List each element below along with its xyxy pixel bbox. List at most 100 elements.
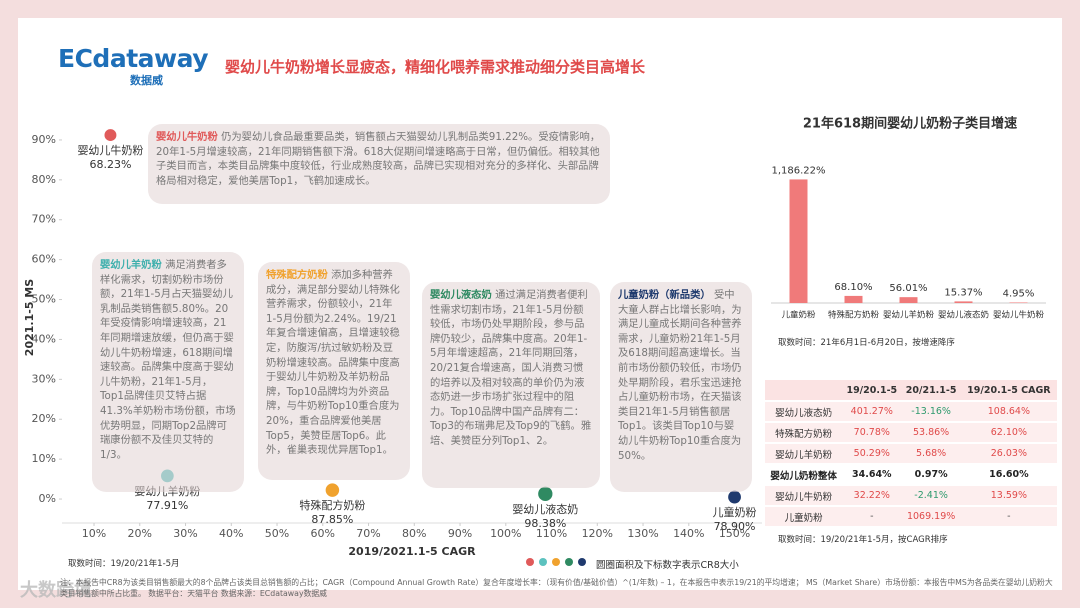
table-row: 儿童奶粉 -1069.19% - xyxy=(765,507,1057,526)
y-tick-label: 20% xyxy=(32,412,56,425)
x-tick-label: 150% xyxy=(719,527,750,540)
y-tick-label: 40% xyxy=(32,332,56,345)
text-box: 婴幼儿羊奶粉 满足消费者多样化需求，切割奶粉市场份额，21年1-5月占天猫婴幼儿… xyxy=(92,252,244,492)
text-box: 特殊配方奶粉 添加多种营养成分，满足部分婴幼儿特殊化营养需求，份额较小，21年1… xyxy=(258,262,410,480)
x-tick-label: 70% xyxy=(356,527,380,540)
bar-category: 儿童奶粉 xyxy=(781,310,816,321)
table-cell: 5.68% xyxy=(901,444,961,463)
table-cell: 婴幼儿奶粉整体 xyxy=(765,465,843,484)
x-tick-label: 60% xyxy=(311,527,335,540)
y-tick-label: 90% xyxy=(32,133,56,146)
box-body: 满足消费者多样化需求，切割奶粉市场份额，21年1-5月占天猫婴幼儿乳制品类销售额… xyxy=(100,259,236,461)
bar xyxy=(844,295,863,303)
table-cell: - xyxy=(842,507,902,526)
y-tick-label: 70% xyxy=(32,213,56,226)
column-header: 19/20.1-5 CAGR xyxy=(960,380,1057,400)
bubble-name: 婴幼儿液态奶 xyxy=(512,502,578,516)
column-header: 20/21.1-5 xyxy=(901,380,961,400)
headline: 婴幼儿牛奶粉增长显疲态，精细化喂养需求推动细分类目高增长 xyxy=(225,58,646,76)
x-tick-label: 30% xyxy=(173,527,197,540)
bar-category: 婴幼儿羊奶粉 xyxy=(883,310,935,321)
text-box: 婴幼儿液态奶 通过满足消费者便利性需求切割市场，21年1-5月份额较低，市场仍处… xyxy=(422,282,600,488)
table-cell: 26.03% xyxy=(960,444,1057,463)
bar-category: 婴幼儿牛奶粉 xyxy=(993,310,1045,321)
table-cell: 儿童奶粉 xyxy=(765,507,843,526)
table-row: 婴幼儿奶粉整体 34.64% 0.97% 16.60% xyxy=(765,465,1057,484)
table-cell: 婴幼儿牛奶粉 xyxy=(765,486,843,505)
bubble-size-label: 68.23% xyxy=(89,158,131,171)
x-tick-label: 90% xyxy=(448,527,472,540)
box-title: 儿童奶粉（新品类） xyxy=(618,289,711,301)
box-body: 添加多种营养成分，满足部分婴幼儿特殊化营养需求，份额较小，21年1-5月份额为2… xyxy=(266,269,400,457)
x-tick-label: 10% xyxy=(82,527,106,540)
table-cell: 13.59% xyxy=(960,486,1057,505)
table-cell: 16.60% xyxy=(960,465,1057,484)
bar-value-label: 1,186.22% xyxy=(771,165,825,176)
bubble-name: 婴幼儿牛奶粉 xyxy=(77,143,143,157)
bubble-size-label: 78.90% xyxy=(714,520,756,533)
legend-dot xyxy=(539,558,547,566)
legend-text: 圆圈面积及下标数字表示CR8大小 xyxy=(596,560,739,571)
bar xyxy=(954,301,973,303)
bubble xyxy=(538,486,553,501)
scatter-note: 取数时间：19/20/21年1-5月 xyxy=(68,559,180,569)
x-axis-label: 2019/2021.1-5 CAGR xyxy=(348,545,476,558)
bar-value-label: 15.37% xyxy=(944,287,982,298)
box-title: 婴幼儿液态奶 xyxy=(430,289,492,301)
table-row: 婴幼儿液态奶 401.27% -13.16% 108.64% xyxy=(765,402,1057,421)
box-title: 特殊配方奶粉 xyxy=(266,269,328,281)
y-tick-label: 80% xyxy=(32,173,56,186)
table-row: 婴幼儿牛奶粉 32.22% -2.41% 13.59% xyxy=(765,486,1057,505)
logo: ECdataway xyxy=(58,44,209,73)
column-header: 19/20.1-5 xyxy=(842,380,902,400)
bar-value-label: 68.10% xyxy=(834,282,872,293)
table-cell: 1069.19% xyxy=(901,507,961,526)
table-cell: 53.86% xyxy=(901,423,961,442)
x-tick-label: 20% xyxy=(128,527,152,540)
x-tick-label: 120% xyxy=(582,527,613,540)
y-tick-label: 60% xyxy=(32,253,56,266)
table-cell: 50.29% xyxy=(842,444,902,463)
bar-value-label: 56.01% xyxy=(889,283,927,294)
table-cell: 62.10% xyxy=(960,423,1057,442)
x-tick-label: 140% xyxy=(673,527,704,540)
y-tick-label: 30% xyxy=(32,372,56,385)
table-note: 取数时间：19/20/21年1-5月，按CAGR排序 xyxy=(778,535,948,545)
bubble-name: 儿童奶粉 xyxy=(713,505,757,519)
box-body: 受中大童人群占比增长影响，为满足儿童成长期间各种营养需求，儿童奶粉21年1-5月… xyxy=(618,289,742,462)
bar xyxy=(789,179,808,303)
text-box: 儿童奶粉（新品类） 受中大童人群占比增长影响，为满足儿童成长期间各种营养需求，儿… xyxy=(610,282,752,492)
logo-sub: 数据威 xyxy=(130,74,163,87)
text-box: 婴幼儿牛奶粉 仍为婴幼儿食品最重要品类，销售额占天猫婴幼儿乳制品类91.22%。… xyxy=(148,124,610,204)
bar-category: 特殊配方奶粉 xyxy=(828,310,880,321)
legend-dot xyxy=(526,558,534,566)
table-row: 特殊配方奶粉 70.78% 53.86% 62.10% xyxy=(765,423,1057,442)
bar-title: 21年618期间婴幼儿奶粉子类目增速 xyxy=(803,116,1017,132)
bar xyxy=(1009,302,1028,303)
box-title: 婴幼儿羊奶粉 xyxy=(100,259,162,271)
table-cell: 0.97% xyxy=(901,465,961,484)
box-body: 仍为婴幼儿食品最重要品类，销售额占天猫婴幼儿乳制品类91.22%。受疫情影响，2… xyxy=(156,131,601,187)
footnote: 注：本报告中CR8为该类目销售额最大的8个品牌占该类目总销售额的占比；CAGR（… xyxy=(60,578,1053,599)
table-cell: - xyxy=(960,507,1057,526)
bubble-size-label: 87.85% xyxy=(311,513,353,526)
bar-category: 婴幼儿液态奶 xyxy=(938,310,989,321)
y-axis-label: 2021.1-5 MS xyxy=(23,279,36,356)
table-header: 19/20.1-5 20/21.1-5 19/20.1-5 CAGR xyxy=(765,380,1057,400)
table-cell: 婴幼儿液态奶 xyxy=(765,402,843,421)
box-body: 通过满足消费者便利性需求切割市场，21年1-5月份额较低，市场仍处早期阶段，参与… xyxy=(430,289,592,448)
x-tick-label: 110% xyxy=(536,527,567,540)
bubble xyxy=(325,483,340,497)
bubble-size-label: 77.91% xyxy=(146,499,188,512)
watermark: 大数跨境 xyxy=(20,580,92,601)
table-cell: 特殊配方奶粉 xyxy=(765,423,843,442)
bubble-name: 特殊配方奶粉 xyxy=(299,498,365,512)
corner xyxy=(765,380,843,400)
table-cell: 401.27% xyxy=(842,402,902,421)
y-tick-label: 0% xyxy=(39,492,56,505)
bar-value-label: 4.95% xyxy=(1003,288,1035,299)
growth-table: 19/20.1-5 20/21.1-5 19/20.1-5 CAGR 婴幼儿液态奶 40… xyxy=(765,378,1057,528)
legend-dot xyxy=(552,558,560,566)
x-tick-label: 100% xyxy=(490,527,521,540)
